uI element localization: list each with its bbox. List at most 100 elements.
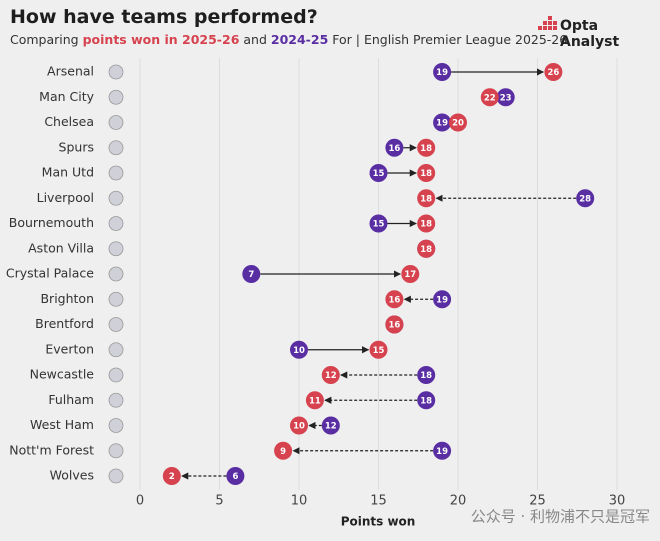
y-tick-label: Liverpool (37, 190, 94, 205)
dot (385, 290, 404, 309)
team-crest (108, 317, 124, 332)
dot (242, 265, 261, 283)
dot (433, 290, 452, 309)
data-label: 12 (325, 422, 337, 432)
data-label: 15 (373, 169, 385, 179)
dot (417, 189, 436, 208)
data-label: 10 (293, 346, 305, 356)
data-label: 16 (388, 321, 400, 331)
dot (385, 315, 404, 334)
data-label: 17 (404, 270, 416, 280)
y-tick-label: Wolves (50, 468, 94, 483)
dot (369, 214, 388, 233)
x-axis-title: Points won (341, 515, 416, 529)
data-label: 15 (373, 346, 385, 356)
team-crest (108, 165, 124, 181)
data-label: 15 (373, 220, 385, 230)
dot (369, 340, 388, 359)
dot (417, 164, 436, 182)
data-label: 7 (248, 270, 254, 280)
data-label: 19 (436, 295, 448, 305)
data-label: 9 (280, 447, 286, 457)
x-tick-label: 30 (609, 494, 626, 509)
dot (290, 416, 308, 435)
data-label: 16 (388, 295, 400, 305)
team-crest (108, 190, 124, 206)
team-crest (108, 216, 124, 231)
y-tick-label: Nott'm Forest (9, 442, 94, 457)
x-tick-label: 20 (450, 494, 467, 509)
data-label: 6 (232, 472, 238, 482)
dot (305, 391, 324, 410)
dot (417, 214, 436, 233)
brand: Opta Analyst (560, 18, 620, 50)
x-tick-label: 5 (215, 494, 223, 509)
dot (369, 164, 388, 182)
team-crest (108, 468, 124, 484)
data-label: 16 (388, 144, 400, 154)
team-crest (108, 291, 124, 307)
data-label: 28 (579, 194, 591, 204)
team-crest (108, 342, 124, 358)
team-crest (108, 443, 124, 459)
dot (417, 366, 436, 384)
data-label: 26 (547, 68, 559, 78)
dot (449, 113, 467, 132)
x-tick-label: 25 (529, 494, 546, 509)
y-tick-label: Man City (39, 89, 94, 104)
y-tick-label: Crystal Palace (6, 266, 94, 281)
series-label: points won in 2025-26 (82, 32, 240, 47)
data-label: 22 (484, 93, 496, 103)
dot (480, 88, 499, 107)
x-tick-label: 0 (136, 494, 144, 509)
data-label: 12 (325, 371, 337, 381)
data-label: 19 (436, 447, 448, 457)
brand-logo (538, 16, 557, 30)
data-label: 19 (436, 119, 448, 129)
y-tick-label: Fulham (48, 392, 94, 407)
x-tick-label: 10 (291, 494, 308, 509)
dot (433, 63, 452, 81)
y-tick-label: Bournemouth (9, 215, 94, 230)
x-tick-label: 15 (370, 494, 387, 509)
dot (433, 441, 452, 460)
team-crest (108, 266, 124, 282)
y-tick-label: Arsenal (47, 64, 94, 79)
y-tick-label: Man Utd (42, 165, 94, 180)
subtitle-text: Comparing (10, 32, 79, 47)
subtitle-text: For | English Premier League 2025-26 (332, 32, 568, 47)
watermark: 公众号 · 利物浦不只是冠军 (471, 508, 650, 526)
data-label: 11 (309, 396, 321, 406)
team-crest (108, 392, 124, 408)
data-label: 18 (420, 144, 432, 154)
data-label: 18 (420, 169, 432, 179)
team-crest (108, 89, 124, 105)
data-label: 18 (420, 371, 432, 381)
data-label: 18 (420, 245, 432, 255)
dot (321, 416, 340, 435)
team-crest (108, 64, 124, 80)
chart-title: How have teams performed? (10, 6, 318, 28)
team-crest (108, 241, 124, 257)
dot (385, 138, 404, 157)
y-tick-label: Chelsea (44, 114, 94, 129)
series-label: 2024-25 (270, 32, 329, 47)
data-label: 20 (452, 119, 464, 129)
team-crest (108, 367, 124, 383)
data-label: 23 (500, 93, 512, 103)
dot (162, 467, 181, 485)
data-label: 18 (420, 194, 432, 204)
y-tick-label: Everton (45, 341, 94, 356)
subtitle-text: and (243, 32, 267, 47)
dot (290, 340, 308, 359)
dot (544, 63, 563, 81)
dot (417, 239, 436, 258)
data-label: 19 (436, 68, 448, 78)
y-tick-label: Newcastle (30, 367, 95, 382)
y-tick-label: West Ham (30, 417, 94, 432)
y-tick-label: Spurs (59, 139, 94, 154)
data-label: 18 (420, 220, 432, 230)
team-crest (108, 140, 124, 156)
